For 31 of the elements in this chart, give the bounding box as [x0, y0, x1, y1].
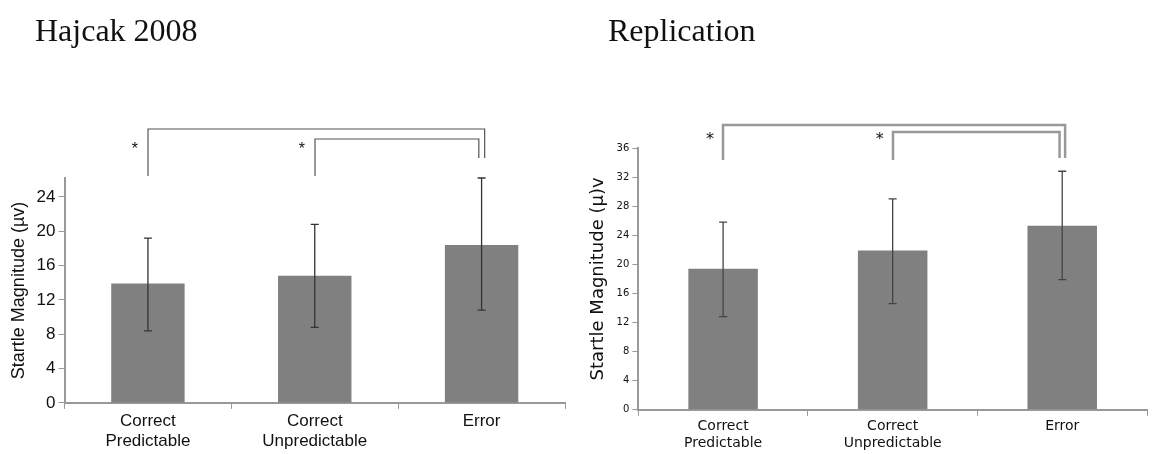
- x-tick-label: Error: [1045, 417, 1080, 434]
- y-tick-label: 24: [616, 228, 630, 240]
- y-tick-label: 24: [36, 186, 56, 206]
- x-tick-label: Correct Unpredictable: [262, 411, 368, 450]
- x-tick-label: Error: [462, 411, 501, 431]
- y-tick-label: 28: [616, 199, 630, 211]
- chart-title: Replication: [608, 12, 756, 49]
- y-tick-label: 16: [36, 255, 56, 275]
- y-tick-label: 0: [622, 403, 630, 415]
- y-tick-label: 20: [36, 220, 56, 240]
- y-tick-label: 12: [616, 316, 630, 328]
- y-tick-label: 0: [46, 392, 56, 412]
- y-tick-label: 4: [622, 374, 630, 386]
- text: *: [131, 140, 139, 158]
- chart-title: Hajcak 2008: [35, 12, 198, 49]
- text: *: [706, 129, 715, 149]
- y-tick-label: 4: [46, 358, 56, 378]
- y-tick-label: 8: [622, 345, 630, 357]
- x-tick-label: Correct Predictable: [105, 411, 191, 450]
- x-tick-label: Correct Predictable: [684, 417, 763, 450]
- y-tick-label: 12: [36, 289, 56, 309]
- y-tick-label: 20: [616, 257, 630, 269]
- y-tick-label: 32: [616, 170, 630, 182]
- y-tick-label: 16: [616, 287, 630, 299]
- y-tick-label: 36: [616, 141, 630, 153]
- y-axis-title: Startle Magnitude (µ)v: [586, 177, 608, 381]
- text: *: [298, 140, 305, 158]
- x-tick-label: Correct Unpredictable: [843, 417, 942, 450]
- text: *: [875, 129, 884, 149]
- y-tick-label: 8: [46, 323, 56, 343]
- y-axis-title: Startle Magnitude (µv): [7, 201, 28, 380]
